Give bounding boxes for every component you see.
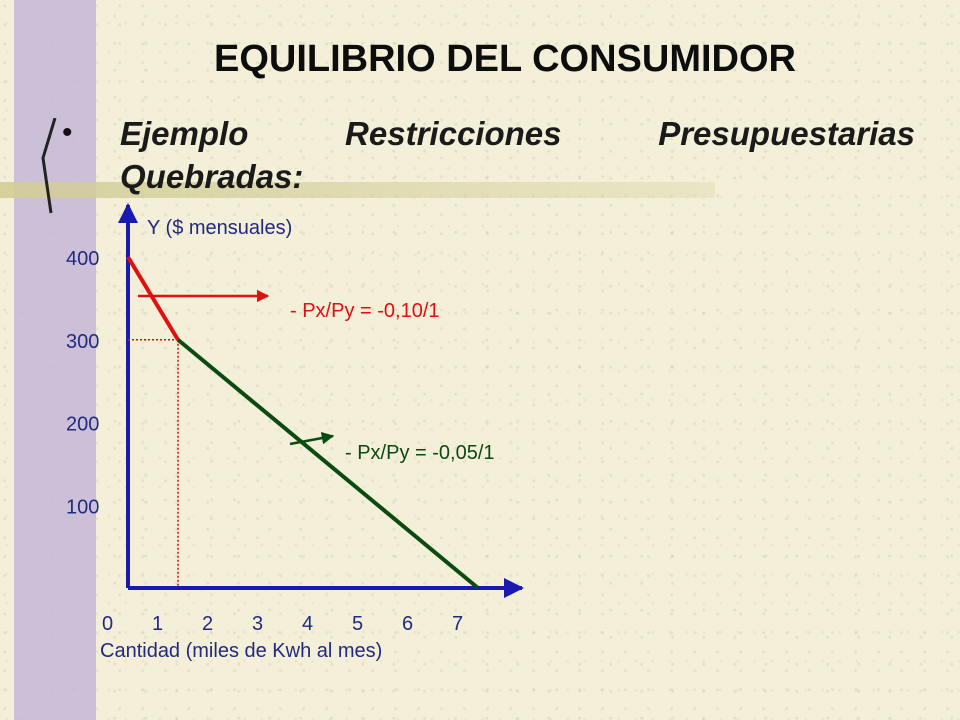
x-tick-label-5: 5 [352,613,363,635]
x-tick-label-1: 1 [152,613,163,635]
annotation-red-slope: - Px/Py = -0,10/1 [290,300,440,322]
x-tick-label-7: 7 [452,613,463,635]
y-tick-label-100: 100 [66,496,99,518]
annotation-green-slope: - Px/Py = -0,05/1 [345,442,495,464]
bullet-point: • [62,116,73,149]
x-tick-label-2: 2 [202,613,213,635]
x-tick-label-4: 4 [302,613,313,635]
slide-subtitle: Ejemplo Restricciones Presupuestarias Qu… [120,115,915,195]
y-tick-label-400: 400 [66,248,99,270]
x-tick-label-6: 6 [402,613,413,635]
y-tick-label-200: 200 [66,414,99,436]
y-tick-label-300: 300 [66,331,99,353]
annotation-arrow-green [289,431,335,446]
x-tick-label-3: 3 [252,613,263,635]
decorative-bracket-icon [41,118,57,214]
y-axis-label: Y ($ mensuales) [147,217,293,239]
slide-title: EQUILIBRIO DEL CONSUMIDOR [214,38,796,80]
decorative-horizontal-band [0,182,715,198]
series-line-green [176,338,480,590]
x-tick-label-0: 0 [102,613,113,635]
series-line-red [126,255,180,341]
x-axis-label: Cantidad (miles de Kwh al mes) [100,640,383,662]
